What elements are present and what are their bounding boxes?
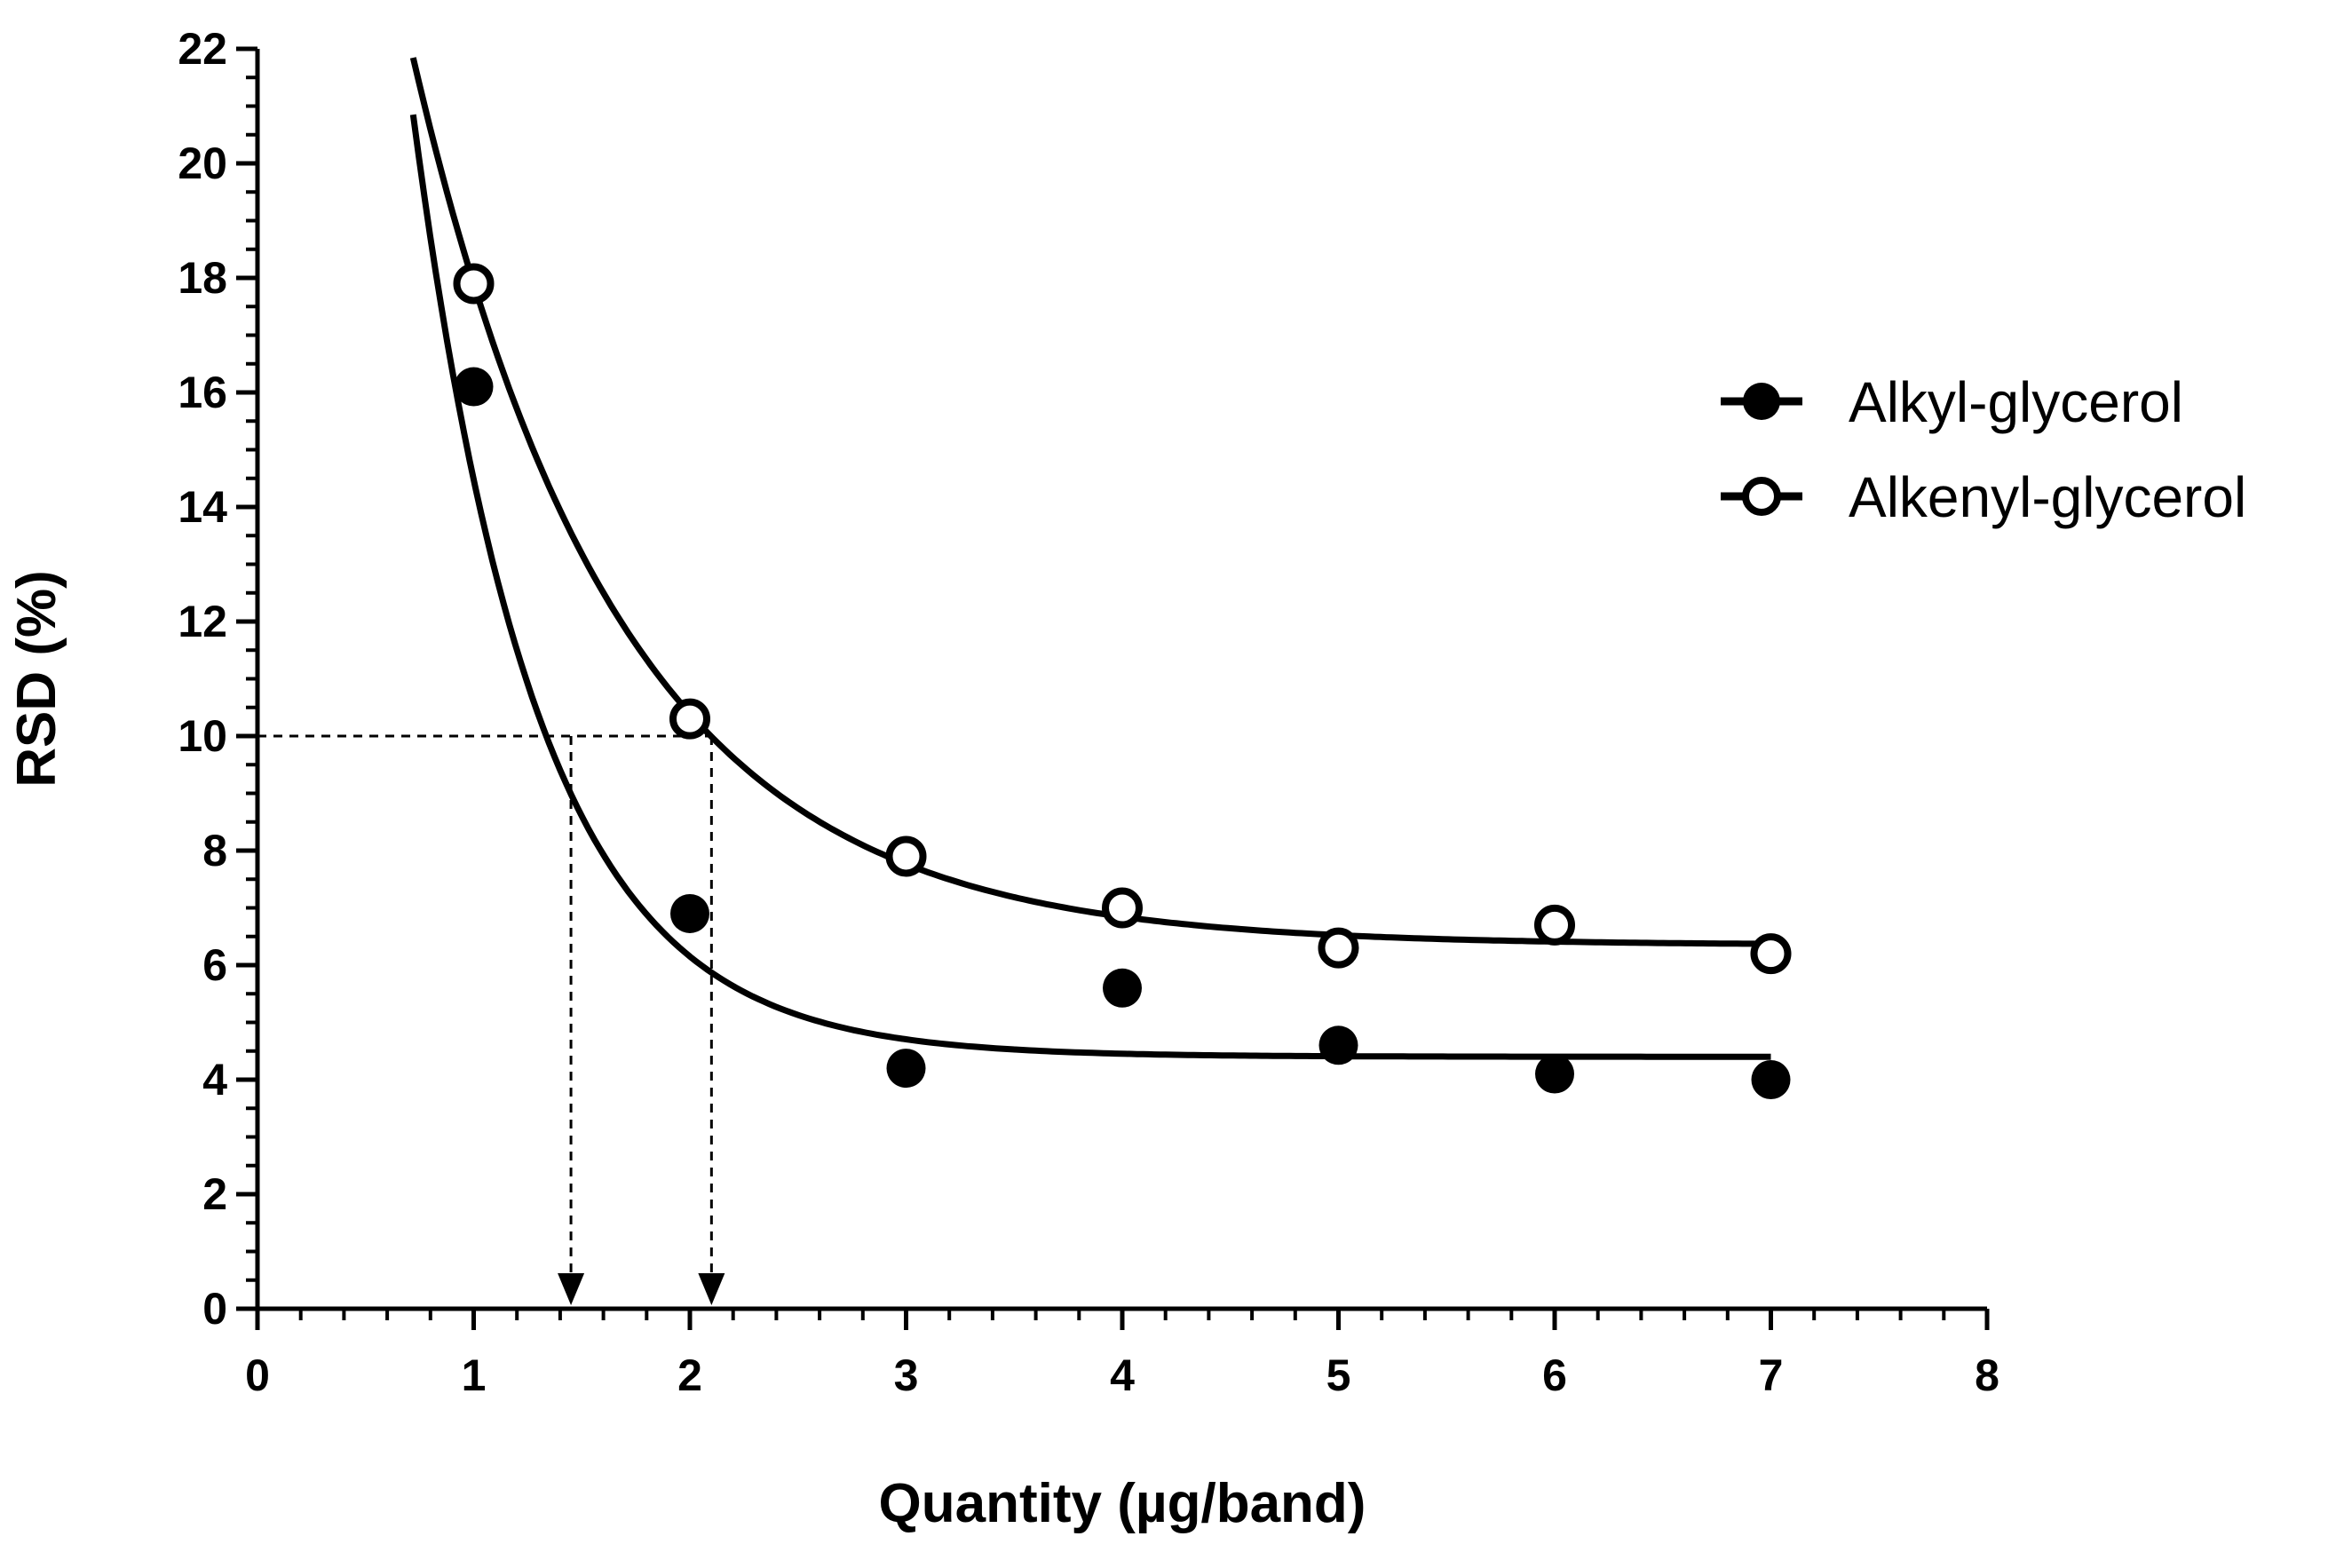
y-tick-label: 16	[178, 368, 227, 417]
y-tick-label: 0	[202, 1284, 227, 1334]
data-point-filled	[1751, 1060, 1791, 1099]
data-points	[453, 263, 1792, 1099]
data-point-filled	[886, 1049, 926, 1089]
x-axis-title: Quantity (µg/band)	[879, 1473, 1366, 1534]
fit-curve	[409, 57, 1771, 947]
x-tick-label: 8	[1975, 1350, 1999, 1400]
data-point-open	[1102, 887, 1143, 929]
y-axis-title: RSD (%)	[6, 570, 67, 788]
data-point-filled	[1103, 968, 1142, 1008]
lod-arrowhead	[698, 1273, 725, 1305]
x-tick-label: 3	[894, 1350, 919, 1400]
x-tick-label: 6	[1542, 1350, 1567, 1400]
threshold-guides	[257, 734, 725, 1305]
fit-curves	[409, 57, 1771, 1060]
data-point-open	[1534, 904, 1575, 946]
data-point-filled	[670, 893, 709, 933]
y-tick-label: 2	[202, 1169, 227, 1219]
data-point-filled	[1318, 1026, 1358, 1065]
x-tick-label: 1	[462, 1350, 487, 1400]
data-point-open	[453, 263, 495, 305]
y-tick-label: 22	[178, 24, 227, 74]
legend-marker	[1743, 383, 1780, 420]
legend-marker	[1742, 477, 1781, 516]
data-point-open	[1318, 927, 1359, 969]
y-tick-label: 20	[178, 139, 227, 188]
data-point-open	[885, 835, 927, 877]
x-tick-label: 5	[1326, 1350, 1351, 1400]
y-tick-label: 10	[178, 711, 227, 761]
y-tick-label: 8	[202, 826, 227, 875]
legend-label: Alkenyl-glycerol	[1849, 465, 2246, 529]
y-tick-label: 18	[178, 253, 227, 303]
data-point-open	[1750, 933, 1792, 975]
legend: Alkyl-glycerol Alkenyl-glycerol	[1721, 370, 2246, 529]
fit-curve	[409, 114, 1771, 1060]
data-point-open	[669, 698, 710, 740]
legend-label: Alkyl-glycerol	[1849, 370, 2183, 434]
y-tick-label: 14	[178, 482, 227, 532]
x-tick-label: 0	[245, 1350, 270, 1400]
x-tick-label: 4	[1110, 1350, 1135, 1400]
x-tick-label: 7	[1759, 1350, 1784, 1400]
y-tick-label: 12	[178, 597, 227, 646]
x-tick-label: 2	[677, 1350, 702, 1400]
y-tick-label: 4	[202, 1055, 227, 1105]
lod-arrowhead	[558, 1273, 585, 1305]
data-point-filled	[1535, 1054, 1574, 1094]
y-tick-label: 6	[202, 940, 227, 990]
data-point-filled	[454, 367, 494, 407]
